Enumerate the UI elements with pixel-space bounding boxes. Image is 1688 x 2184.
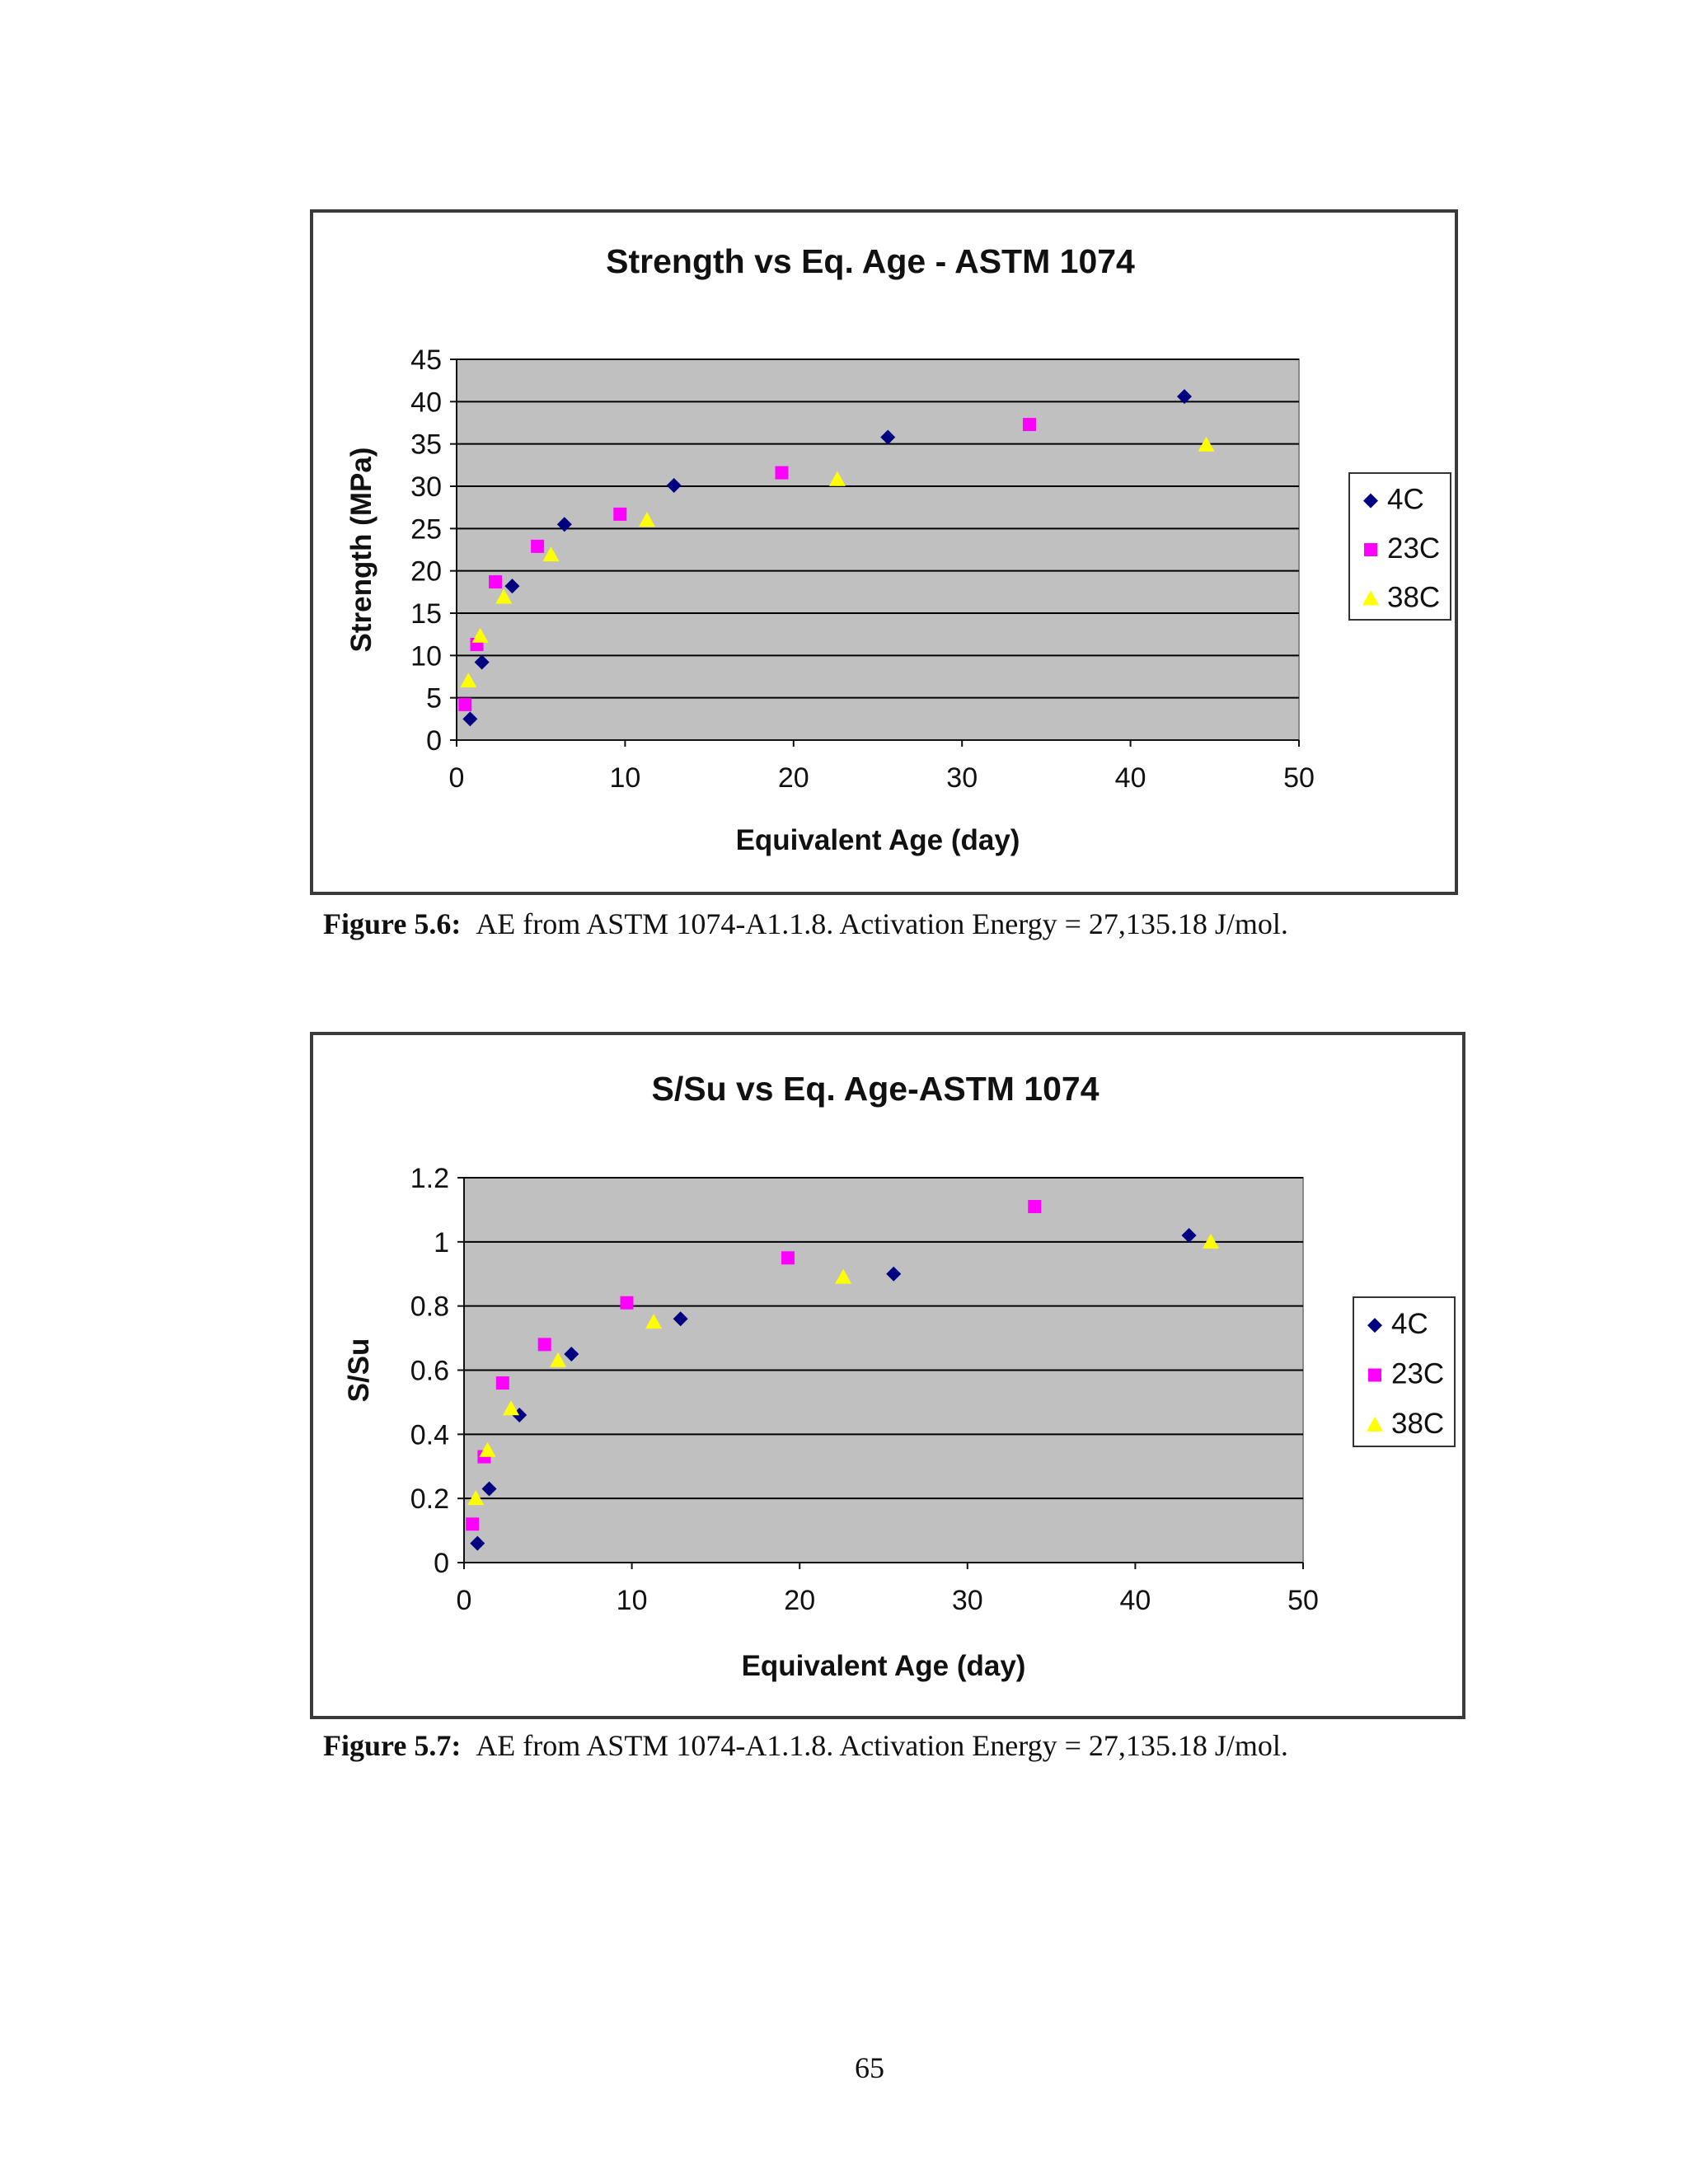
data-point-23c bbox=[466, 1517, 480, 1531]
y-tick-label: 0.4 bbox=[410, 1419, 449, 1451]
figure-caption-text: AE from ASTM 1074-A1.1.8. Activation Ene… bbox=[476, 907, 1288, 940]
legend-marker-38c bbox=[1367, 1416, 1383, 1432]
data-point-23c bbox=[489, 575, 503, 589]
y-tick-label: 35 bbox=[410, 429, 442, 461]
y-tick-label: 0.6 bbox=[410, 1356, 449, 1387]
chart-strength-vs-age: Strength vs Eq. Age - ASTM 1074 0 5 10 15 20 2… bbox=[310, 209, 1458, 895]
data-point-4c bbox=[564, 1347, 579, 1362]
data-point-23c bbox=[781, 1251, 795, 1265]
data-point-38c bbox=[638, 512, 655, 527]
data-point-4c bbox=[470, 1535, 485, 1551]
x-tick-label: 40 bbox=[1119, 1585, 1151, 1616]
x-tick-label: 30 bbox=[946, 762, 978, 794]
x-tick-label: 20 bbox=[784, 1585, 815, 1616]
y-tick-label: 10 bbox=[410, 640, 442, 672]
x-tick-label: 10 bbox=[609, 762, 640, 794]
legend-marker-23c bbox=[1364, 543, 1377, 556]
y-tick-label: 45 bbox=[410, 344, 442, 376]
x-tick-label: 50 bbox=[1283, 762, 1315, 794]
chart-ssu-vs-age-svg: S/Su vs Eq. Age-ASTM 1074 0 0.2 0.4 0.6 0.8 1 1… bbox=[343, 1070, 1456, 1682]
data-point-38c bbox=[495, 588, 513, 604]
data-point-38c bbox=[503, 1400, 520, 1416]
data-point-23c bbox=[613, 507, 627, 521]
data-point-38c bbox=[835, 1268, 852, 1284]
data-point-38c bbox=[471, 627, 489, 643]
data-point-38c bbox=[1203, 1233, 1220, 1249]
y-axis-label: S/Su bbox=[343, 1338, 375, 1403]
y-tick-label: 1 bbox=[434, 1227, 449, 1258]
data-point-4c bbox=[886, 1266, 902, 1282]
data-point-4c bbox=[673, 1311, 688, 1327]
figure-caption-text: AE from ASTM 1074-A1.1.8. Activation Ene… bbox=[476, 1729, 1288, 1762]
data-point-23c bbox=[1022, 418, 1036, 432]
x-tick-label: 0 bbox=[457, 1585, 472, 1616]
figure-caption-5-7: Figure 5.7: AE from ASTM 1074-A1.1.8. Ac… bbox=[323, 1728, 1288, 1763]
data-point-38c bbox=[1198, 436, 1215, 452]
data-point-38c bbox=[828, 471, 846, 486]
legend-label: 23C bbox=[1387, 532, 1440, 565]
x-axis-label: Equivalent Age (day) bbox=[742, 1650, 1026, 1682]
data-point-23c bbox=[620, 1296, 634, 1310]
y-tick-label: 1.2 bbox=[410, 1163, 449, 1194]
page-number: 65 bbox=[855, 2051, 884, 2084]
y-tick-label: 0 bbox=[434, 1548, 449, 1579]
y-tick-label: 40 bbox=[410, 387, 442, 418]
figure-caption-5-6: Figure 5.6: AE from ASTM 1074-A1.1.8. Ac… bbox=[323, 907, 1288, 941]
data-point-4c bbox=[504, 579, 520, 594]
legend-label: 4C bbox=[1391, 1308, 1428, 1340]
y-tick-label: 0 bbox=[426, 725, 442, 757]
figure-label: Figure 5.6: bbox=[323, 907, 462, 940]
data-point-23c bbox=[458, 697, 472, 711]
data-point-4c bbox=[880, 429, 896, 445]
figure-label: Figure 5.7: bbox=[323, 1729, 462, 1762]
legend-marker-38c bbox=[1362, 590, 1379, 606]
y-tick-label: 0.2 bbox=[410, 1483, 449, 1515]
legend-marker-4c bbox=[1363, 493, 1378, 509]
legend-label: 4C bbox=[1387, 484, 1424, 516]
data-point-4c bbox=[462, 711, 478, 727]
legend-marker-23c bbox=[1368, 1368, 1381, 1382]
y-tick-label: 30 bbox=[410, 471, 442, 503]
y-tick-label: 5 bbox=[426, 683, 442, 715]
chart-title: Strength vs Eq. Age - ASTM 1074 bbox=[606, 242, 1135, 280]
x-tick-label: 40 bbox=[1115, 762, 1146, 794]
data-point-38c bbox=[550, 1352, 567, 1367]
chart-ssu-vs-age: S/Su vs Eq. Age-ASTM 1074 0 0.2 0.4 0.6 0.8 1 1… bbox=[310, 1032, 1465, 1719]
x-tick-label: 50 bbox=[1287, 1585, 1319, 1616]
y-tick-label: 15 bbox=[410, 598, 442, 630]
chart-title: S/Su vs Eq. Age-ASTM 1074 bbox=[651, 1070, 1099, 1108]
data-point-4c bbox=[666, 477, 682, 493]
data-point-4c bbox=[1181, 1228, 1197, 1244]
x-tick-label: 30 bbox=[952, 1585, 983, 1616]
data-point-23c bbox=[1028, 1200, 1042, 1214]
data-point-4c bbox=[474, 654, 490, 670]
legend-label: 38C bbox=[1391, 1408, 1444, 1440]
data-point-23c bbox=[775, 466, 789, 480]
data-point-4c bbox=[481, 1481, 497, 1497]
data-point-23c bbox=[537, 1338, 551, 1352]
data-point-4c bbox=[1177, 389, 1193, 405]
data-point-38c bbox=[460, 673, 477, 688]
y-tick-label: 25 bbox=[410, 513, 442, 545]
y-tick-label: 20 bbox=[410, 556, 442, 588]
data-point-38c bbox=[467, 1490, 485, 1506]
x-tick-label: 10 bbox=[617, 1585, 648, 1616]
y-axis-label: Strength (MPa) bbox=[345, 448, 377, 653]
data-point-4c bbox=[556, 517, 572, 532]
data-point-38c bbox=[645, 1314, 663, 1329]
chart-strength-vs-age-svg: Strength vs Eq. Age - ASTM 1074 0 5 10 15 20 2… bbox=[345, 242, 1451, 856]
x-tick-label: 20 bbox=[778, 762, 809, 794]
data-point-38c bbox=[542, 546, 560, 562]
x-tick-label: 0 bbox=[449, 762, 465, 794]
y-tick-label: 0.8 bbox=[410, 1291, 449, 1323]
legend-label: 23C bbox=[1391, 1358, 1444, 1390]
legend-label: 38C bbox=[1387, 581, 1440, 613]
legend-marker-4c bbox=[1367, 1318, 1382, 1333]
plot-area bbox=[456, 359, 1300, 741]
data-point-38c bbox=[479, 1441, 496, 1457]
x-axis-label: Equivalent Age (day) bbox=[736, 824, 1020, 856]
data-point-23c bbox=[531, 539, 545, 553]
data-point-23c bbox=[495, 1376, 509, 1390]
